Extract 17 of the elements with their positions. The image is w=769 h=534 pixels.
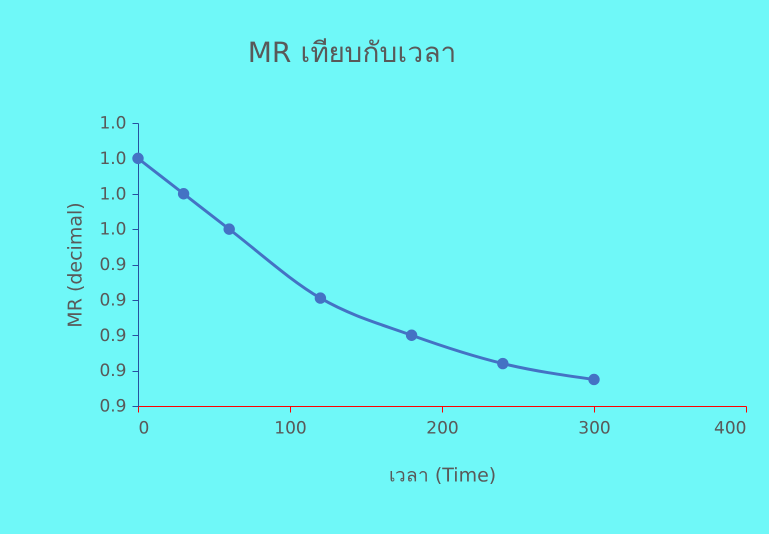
y-tick-label: 1.0 (99, 184, 126, 204)
y-tick-label: 0.9 (99, 290, 126, 310)
y-tick-label: 1.0 (99, 148, 126, 169)
y-tick-label: 0.9 (99, 361, 126, 382)
x-axis-title: เวลา (Time) (388, 464, 496, 486)
x-tick-label: 400 (714, 418, 746, 438)
y-tick-label: 1.0 (99, 114, 126, 134)
y-tick-label: 0.9 (99, 396, 126, 416)
chart-title: MR เทียบกับเวลา (248, 36, 456, 69)
y-tick-label: 1.0 (99, 220, 126, 240)
y-axis-title: MR (decimal) (64, 202, 86, 328)
x-tick-label: 100 (274, 418, 307, 438)
y-tick-label: 0.9 (99, 326, 126, 346)
x-tick-label: 300 (578, 418, 611, 438)
x-tick-label: 200 (426, 418, 459, 438)
y-tick-label: 0.9 (99, 255, 126, 275)
x-tick-label: 0 (138, 418, 150, 438)
